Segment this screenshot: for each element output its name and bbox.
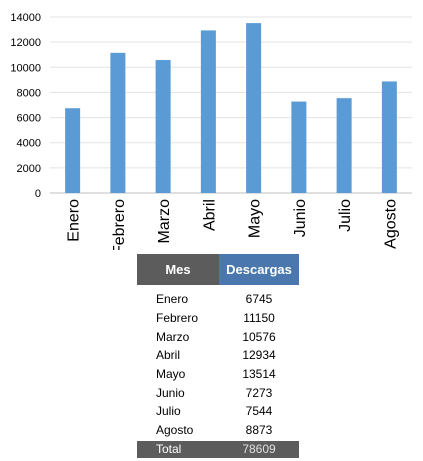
cell-descargas: 11150 [243, 311, 275, 326]
x-tick-label: Abril [201, 199, 218, 231]
cell-mes: Abril [156, 348, 181, 363]
y-tick-label: 12000 [10, 37, 41, 49]
cell-descargas: 6745 [245, 292, 273, 307]
table-header: Mes Descargas [137, 254, 299, 285]
bar [155, 60, 171, 193]
bar [65, 108, 81, 193]
x-tick-label: Marzo [156, 199, 173, 244]
cell-descargas: 12934 [242, 348, 276, 363]
total-value: 78609 [242, 442, 276, 456]
cell-mes: Julio [156, 404, 181, 419]
bar [336, 98, 352, 193]
table-row: Abril 12934 [137, 346, 299, 365]
cell-descargas: 7273 [245, 385, 273, 400]
header-descargas: Descargas [219, 254, 299, 285]
bar [110, 52, 126, 194]
cell-mes: Enero [156, 292, 189, 307]
y-tick-label: 4000 [17, 138, 41, 150]
cell-descargas: 8873 [245, 423, 273, 438]
total-label: Total [156, 442, 182, 456]
table-row: Julio 7544 [137, 402, 299, 421]
bar [246, 23, 262, 194]
table-total-row: Total 78609 [137, 440, 299, 458]
x-tick-label: Agosto [382, 199, 399, 249]
cell-mes: Junio [156, 385, 185, 400]
table-row: Enero 6745 [137, 290, 299, 309]
bar [291, 101, 307, 193]
table-body: Enero 6745 Febrero 11150 Marzo 10576 Abril 1293… [137, 285, 299, 440]
cell-mes: Marzo [156, 329, 190, 344]
y-tick-label: 10000 [10, 62, 41, 74]
bar [200, 30, 216, 194]
x-tick-label: Enero [66, 199, 83, 242]
table-row: Junio 7273 [137, 383, 299, 402]
x-tick-label: Febrero [111, 199, 128, 250]
table-row: Marzo 10576 [137, 327, 299, 346]
header-mes: Mes [137, 254, 219, 285]
cell-descargas: 7544 [245, 404, 273, 419]
y-tick-label: 8000 [17, 87, 41, 99]
x-tick-label: Julio [337, 199, 354, 232]
table-row: Agosto 8873 [137, 421, 299, 440]
downloads-table: Mes Descargas Enero 6745 Febrero 11150 Marzo… [137, 254, 299, 458]
x-tick-label: Mayo [247, 199, 264, 238]
y-tick-label: 6000 [17, 113, 41, 125]
y-tick-label: 2000 [17, 163, 41, 175]
cell-mes: Febrero [156, 311, 199, 326]
bar [381, 81, 397, 193]
y-tick-label: 14000 [10, 12, 41, 24]
table-row: Mayo 13514 [137, 365, 299, 384]
bar-chart: 0 2000 4000 6000 8000 10000 12000 14000 Enero Feb… [10, 12, 412, 250]
x-tick-label: Junio [292, 199, 309, 237]
table-row: Febrero 11150 [137, 309, 299, 328]
cell-mes: Mayo [156, 367, 186, 382]
y-tick-label: 0 [35, 188, 41, 200]
cell-descargas: 10576 [242, 329, 276, 344]
cell-descargas: 13514 [242, 367, 276, 382]
cell-mes: Agosto [156, 423, 194, 438]
